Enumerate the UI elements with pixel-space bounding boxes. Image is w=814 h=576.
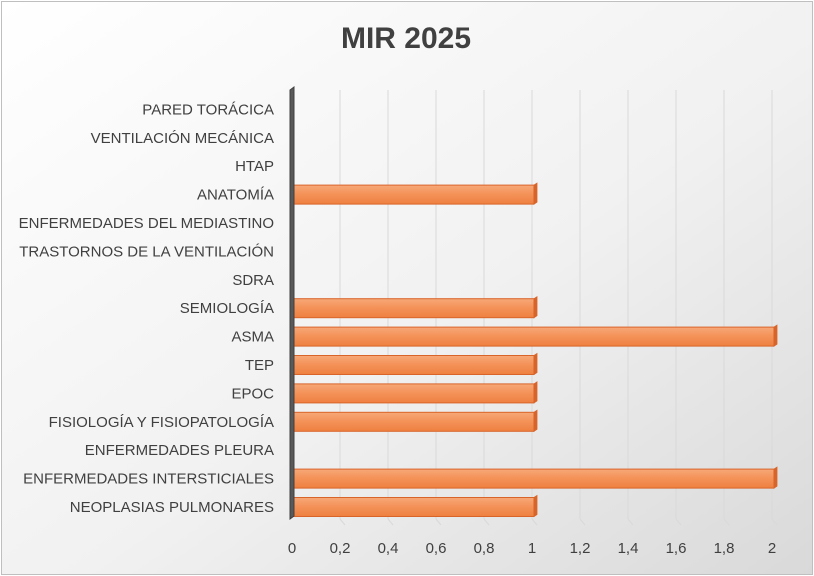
category-label: ENFERMEDADES PLEURA: [85, 442, 274, 459]
x-tick-label: 0,6: [426, 540, 447, 557]
category-label: ASMA: [231, 329, 274, 346]
bar: [293, 494, 538, 518]
bar-face: [293, 497, 535, 517]
bar-cap: [533, 295, 538, 319]
category-label: NEOPLASIAS PULMONARES: [70, 499, 274, 516]
y-axis: [289, 86, 295, 520]
axes: [289, 86, 295, 520]
x-tick-label: 0,2: [330, 540, 351, 557]
bar-face: [293, 411, 535, 432]
category-label: TRASTORNOS DE LA VENTILACIÓN: [19, 243, 274, 260]
gridline-depth: [771, 518, 778, 526]
bar-face: [293, 184, 535, 205]
gridline-depth: [627, 518, 634, 526]
bar-cap: [773, 324, 778, 347]
bar: [293, 352, 538, 376]
category-label: VENTILACIÓN MECÁNICA: [91, 130, 274, 147]
gridline-depth: [675, 518, 682, 526]
x-tick-label: 1: [528, 540, 536, 557]
category-label: HTAP: [235, 158, 274, 175]
category-labels: NEOPLASIAS PULMONARES ENFERMEDADES INTERS…: [19, 101, 274, 516]
bar-face: [293, 383, 535, 404]
category-label: ENFERMEDADES DEL MEDIASTINO: [19, 215, 274, 232]
bar-face: [293, 468, 775, 489]
x-tick-label: 0,4: [378, 540, 399, 557]
bar: [293, 381, 538, 404]
category-label: ENFERMEDADES INTERSTICIALES: [23, 471, 274, 488]
bar: [293, 324, 778, 347]
category-label: SDRA: [232, 272, 274, 289]
gridline-depth: [723, 518, 730, 526]
bar: [293, 182, 538, 205]
bar-cap: [533, 381, 538, 404]
gridline-depth: [579, 518, 586, 526]
x-tick-label: 0: [288, 540, 296, 557]
bar: [293, 466, 778, 489]
category-label: ANATOMÍA: [197, 187, 274, 204]
x-tick-labels: 0 0,2 0,4 0,6 0,8 1 1,2 1,4 1,6 1,8 2: [288, 540, 776, 557]
x-tick-label: 1,4: [618, 540, 639, 557]
x-tick-label: 1,2: [570, 540, 591, 557]
bar-cap: [773, 466, 778, 489]
bar-face: [293, 355, 535, 375]
bar-cap: [533, 494, 538, 518]
gridline-depth: [339, 518, 346, 526]
bar-cap: [533, 182, 538, 205]
category-label: TEP: [245, 357, 274, 374]
bar: [293, 409, 538, 433]
gridline-depth: [387, 518, 394, 526]
x-tick-label: 0,8: [474, 540, 495, 557]
bar-face: [293, 298, 535, 319]
gridline-depth: [531, 518, 538, 526]
gridline-depth: [483, 518, 490, 526]
bar: [293, 295, 538, 319]
chart-title: MIR 2025: [340, 22, 472, 55]
bars: [293, 182, 778, 518]
gridline-depth: [435, 518, 442, 526]
category-label: PARED TORÁCICA: [142, 101, 274, 118]
category-label: EPOC: [231, 385, 274, 402]
bar-cap: [533, 352, 538, 376]
category-label: FISIOLOGÍA Y FISIOPATOLOGÍA: [49, 414, 274, 431]
x-tick-label: 1,6: [666, 540, 687, 557]
category-label: SEMIOLOGÍA: [180, 300, 274, 317]
x-tick-label: 1,8: [714, 540, 735, 557]
bar-face: [293, 326, 775, 347]
bar-cap: [533, 409, 538, 433]
x-tick-label: 2: [768, 540, 776, 557]
